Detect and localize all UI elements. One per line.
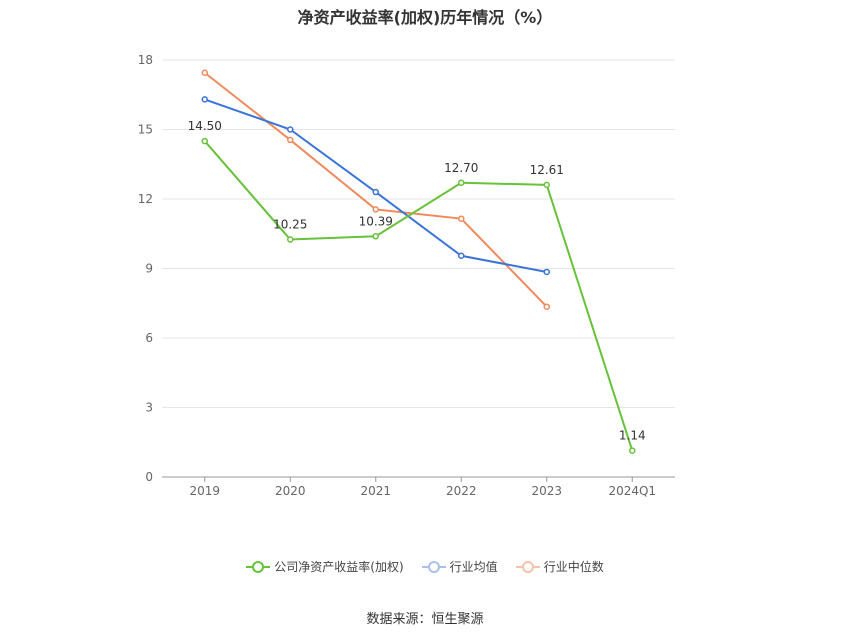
data-point-s0-0	[201, 137, 208, 145]
y-tick-label-0: 0	[145, 470, 153, 484]
legend: 公司净资产收益率(加权) 行业均值 行业中位数	[0, 558, 850, 575]
legend-swatch-company-roe	[246, 560, 271, 573]
legend-label-industry-median: 行业中位数	[543, 560, 604, 574]
x-tick-label-5: 2024Q1	[608, 484, 656, 498]
x-tick-label-0: 2019	[189, 484, 220, 498]
data-point-s1-3	[458, 252, 465, 260]
data-point-s0-1	[287, 236, 294, 243]
y-tick-label-1: 3	[145, 401, 153, 415]
data-label-5: 1.14	[619, 429, 646, 443]
data-point-s2-1	[287, 136, 294, 144]
series-line-0	[203, 140, 634, 451]
y-tick-label-5: 15	[138, 123, 153, 137]
y-tick-label-6: 18	[138, 53, 153, 67]
data-point-s0-2	[372, 233, 379, 240]
data-label-3: 12.70	[444, 161, 478, 175]
data-label-1: 10.25	[273, 218, 307, 232]
legend-label-industry-mean: 行业均值	[449, 560, 498, 574]
data-point-s2-0	[201, 69, 208, 76]
y-tick-label-4: 12	[138, 192, 153, 206]
legend-item-company-roe[interactable]: 公司净资产收益率(加权)	[246, 558, 404, 575]
data-label-4: 12.61	[530, 163, 564, 177]
data-source-note: 数据来源：恒生聚源	[366, 612, 484, 627]
legend-swatch-industry-median	[515, 560, 540, 573]
data-point-s1-0	[201, 96, 208, 103]
data-point-s1-1	[287, 126, 294, 133]
series-line-1	[204, 98, 547, 273]
data-point-s0-3	[458, 179, 465, 187]
x-tick-label-4: 2023	[531, 484, 562, 498]
data-point-s2-3	[458, 215, 465, 222]
data-point-s1-4	[543, 268, 550, 276]
data-point-s2-2	[372, 206, 379, 213]
y-tick-label-3: 9	[145, 262, 153, 276]
x-tick-label-3: 2022	[446, 484, 477, 498]
data-point-s0-5	[629, 447, 636, 454]
legend-item-industry-mean[interactable]: 行业均值	[421, 558, 498, 575]
chart-title: 净资产收益率(加权)历年情况（%）	[297, 8, 553, 27]
data-label-2: 10.39	[359, 214, 393, 228]
legend-item-industry-median[interactable]: 行业中位数	[515, 558, 604, 575]
data-label-0: 14.50	[188, 119, 222, 133]
data-point-s1-2	[372, 188, 379, 196]
x-tick-label-2: 2021	[360, 484, 391, 498]
legend-label-company-roe: 公司净资产收益率(加权)	[274, 560, 404, 574]
legend-swatch-industry-mean	[421, 560, 446, 573]
x-tick-label-1: 2020	[275, 484, 306, 498]
data-point-s2-4	[543, 303, 550, 310]
y-tick-label-2: 6	[145, 331, 153, 345]
data-point-s0-4	[543, 181, 550, 189]
